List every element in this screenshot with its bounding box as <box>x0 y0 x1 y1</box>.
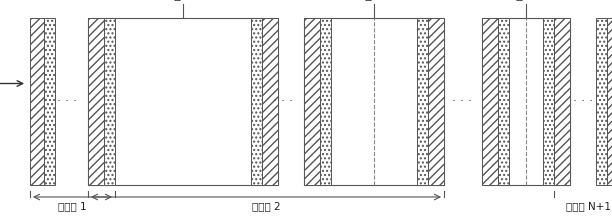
Bar <box>251 18 262 185</box>
Bar <box>320 18 331 185</box>
Bar <box>44 18 55 185</box>
Bar <box>428 18 444 185</box>
Text: 多层膟 N+1: 多层膟 N+1 <box>566 201 611 211</box>
Text: 腔 2: 腔 2 <box>365 0 383 2</box>
Bar <box>543 18 554 185</box>
Bar <box>417 18 428 185</box>
Bar <box>607 18 612 185</box>
Text: · · ·: · · · <box>57 95 77 108</box>
Bar <box>554 18 570 185</box>
Bar <box>304 18 444 185</box>
Text: 多层膟 2: 多层膟 2 <box>252 201 280 211</box>
Bar <box>88 18 278 185</box>
Text: 腔 1: 腔 1 <box>174 0 192 2</box>
Text: 多层膟 1: 多层膟 1 <box>58 201 87 211</box>
Bar <box>104 18 115 185</box>
Bar <box>88 18 104 185</box>
Text: · · ·: · · · <box>273 95 293 108</box>
Bar <box>30 18 44 185</box>
Bar <box>498 18 509 185</box>
Text: · · ·: · · · <box>452 95 472 108</box>
Text: 腔 N: 腔 N <box>517 0 536 2</box>
Bar <box>596 18 607 185</box>
Bar <box>304 18 320 185</box>
Bar <box>482 18 498 185</box>
Bar <box>262 18 278 185</box>
Text: · · ·: · · · <box>573 95 593 108</box>
Bar <box>482 18 570 185</box>
